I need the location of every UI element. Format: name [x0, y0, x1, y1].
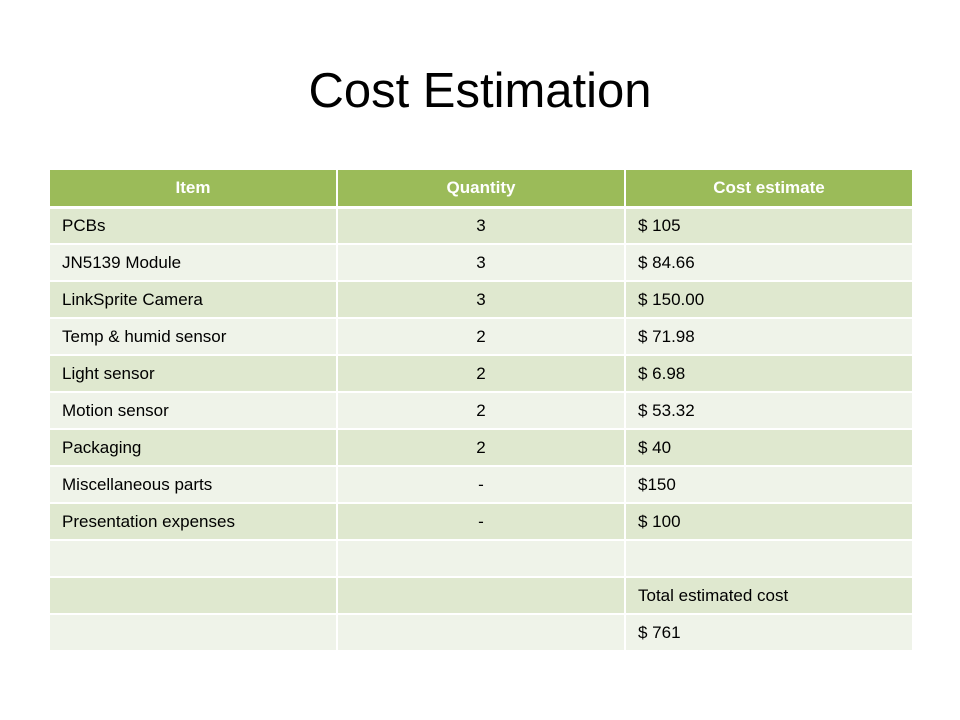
cost-cell: $ 150.00	[624, 280, 914, 319]
table-row: Packaging 2 $ 40	[48, 428, 914, 467]
item-cell: Packaging	[48, 428, 338, 467]
item-cell: Miscellaneous parts	[48, 465, 338, 504]
table-row: LinkSprite Camera 3 $ 150.00	[48, 280, 914, 319]
quantity-cell: 3	[336, 280, 626, 319]
quantity-cell	[336, 539, 626, 578]
item-cell	[48, 576, 338, 615]
quantity-cell	[336, 613, 626, 652]
item-cell	[48, 539, 338, 578]
cost-cell: $ 53.32	[624, 391, 914, 430]
column-header-quantity: Quantity	[336, 168, 626, 209]
table-row: JN5139 Module 3 $ 84.66	[48, 243, 914, 282]
table-row: Light sensor 2 $ 6.98	[48, 354, 914, 393]
table-row-total-value: $ 761	[48, 613, 914, 652]
quantity-cell: 2	[336, 391, 626, 430]
table-row: Presentation expenses - $ 100	[48, 502, 914, 541]
table-row-total-label: Total estimated cost	[48, 576, 914, 615]
quantity-cell: 3	[336, 243, 626, 282]
total-value-cell: $ 761	[624, 613, 914, 652]
quantity-cell: -	[336, 502, 626, 541]
quantity-cell	[336, 576, 626, 615]
item-cell: JN5139 Module	[48, 243, 338, 282]
cost-cell: $ 105	[624, 206, 914, 245]
quantity-cell: 3	[336, 206, 626, 245]
cost-table: Item Quantity Cost estimate PCBs 3 $ 105…	[48, 168, 914, 652]
item-cell: Light sensor	[48, 354, 338, 393]
quantity-cell: 2	[336, 317, 626, 356]
cost-cell: $ 100	[624, 502, 914, 541]
cost-cell: $150	[624, 465, 914, 504]
item-cell: Presentation expenses	[48, 502, 338, 541]
column-header-item: Item	[48, 168, 338, 209]
quantity-cell: 2	[336, 354, 626, 393]
cost-cell: $ 71.98	[624, 317, 914, 356]
quantity-cell: -	[336, 465, 626, 504]
cost-cell: $ 6.98	[624, 354, 914, 393]
item-cell: Motion sensor	[48, 391, 338, 430]
item-cell: LinkSprite Camera	[48, 280, 338, 319]
table-row: Temp & humid sensor 2 $ 71.98	[48, 317, 914, 356]
quantity-cell: 2	[336, 428, 626, 467]
cost-cell: $ 40	[624, 428, 914, 467]
table-row: Motion sensor 2 $ 53.32	[48, 391, 914, 430]
table-row-empty	[48, 539, 914, 578]
item-cell: Temp & humid sensor	[48, 317, 338, 356]
cost-cell	[624, 539, 914, 578]
table-row: PCBs 3 $ 105	[48, 206, 914, 245]
total-label-cell: Total estimated cost	[624, 576, 914, 615]
column-header-cost-estimate: Cost estimate	[624, 168, 914, 209]
page-title: Cost Estimation	[308, 64, 652, 118]
cost-cell: $ 84.66	[624, 243, 914, 282]
item-cell	[48, 613, 338, 652]
table-row: Miscellaneous parts - $150	[48, 465, 914, 504]
item-cell: PCBs	[48, 206, 338, 245]
table-header-row: Item Quantity Cost estimate	[48, 168, 914, 209]
